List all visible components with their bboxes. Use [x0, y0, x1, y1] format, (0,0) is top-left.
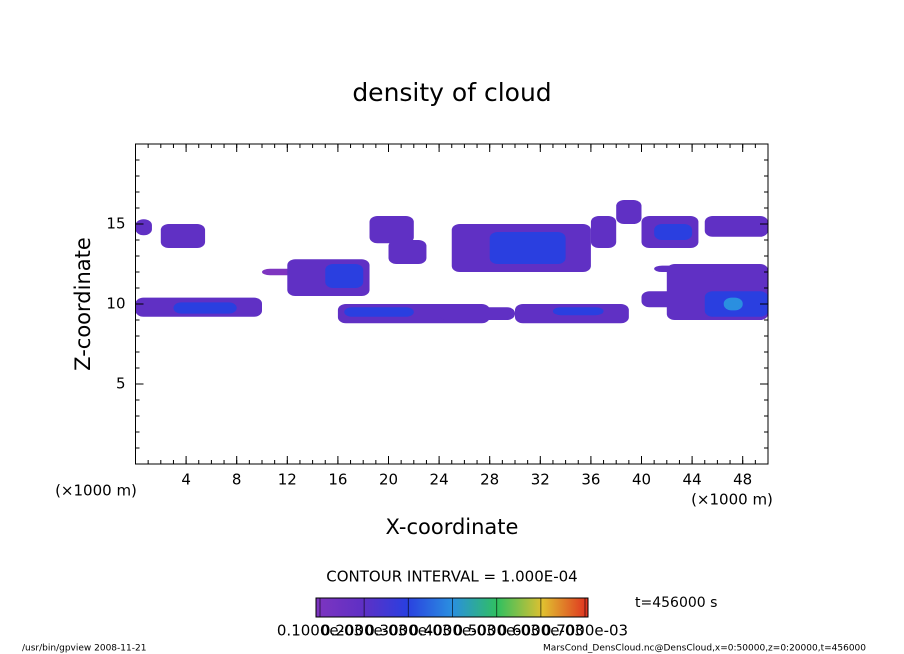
x-tick-label: 24 [430, 471, 449, 489]
cloud-patch [344, 307, 414, 317]
time-label: t=456000 s [635, 595, 717, 611]
x-axis-label: X-coordinate [386, 515, 519, 539]
colorbar-tick-label: 0.2000e-03 [321, 622, 407, 640]
footer-left: /usr/bin/gpview 2008-11-21 [22, 644, 146, 654]
contour-interval: CONTOUR INTERVAL = 1.000E-04 [326, 568, 577, 586]
chart-title: density of cloud [352, 78, 551, 107]
cloud-patch [552, 307, 604, 316]
y-tick-label: 5 [116, 375, 126, 393]
x-tick-label: 20 [379, 471, 398, 489]
x-tick-label: 4 [181, 471, 191, 489]
cloud-patch [723, 297, 743, 311]
x-tick-label: 12 [278, 471, 297, 489]
y-axis-label: Z-coordinate [71, 237, 95, 371]
footer-right: MarsCond_DensCloud.nc@DensCloud,x=0:5000… [543, 644, 866, 654]
cloud-patch [388, 240, 427, 264]
y-tick-label: 15 [106, 215, 125, 233]
x-unit: (×1000 m) [691, 491, 773, 509]
cloud-patch [135, 219, 152, 236]
cloud-patch [325, 264, 364, 288]
cloud-patch [704, 216, 768, 237]
cloud-patch [160, 224, 206, 248]
cloud-patch [439, 307, 515, 320]
cloud-patch [369, 216, 414, 244]
y-unit: (×1000 m) [55, 482, 137, 500]
x-tick-label: 40 [632, 471, 651, 489]
x-tick-label: 16 [328, 471, 347, 489]
colorbar-tick-label: 0.1000e-03 [277, 622, 363, 640]
cloud-patch [590, 216, 617, 248]
colorbar-tick-label: 0.5000e-03 [454, 622, 540, 640]
colorbar-tick-label: 0.4000e-03 [409, 622, 495, 640]
y-tick-label: 10 [106, 295, 125, 313]
x-tick-label: 8 [232, 471, 242, 489]
x-tick-label: 36 [581, 471, 600, 489]
cloud-patch [654, 265, 718, 272]
cloud-patch [654, 224, 693, 240]
cloud-patch [173, 302, 237, 314]
x-tick-label: 44 [683, 471, 702, 489]
x-tick-label: 32 [531, 471, 550, 489]
colorbar-tick-label: 0.6000e-03 [498, 622, 584, 640]
x-tick-label: 48 [733, 471, 752, 489]
cloud-patch [616, 200, 642, 224]
colorbar-tick-label: 0.7000e-03 [542, 622, 628, 640]
cloud-patch [489, 232, 566, 264]
colorbar-tick-label: 0.3000e-03 [365, 622, 451, 640]
x-tick-label: 28 [480, 471, 499, 489]
